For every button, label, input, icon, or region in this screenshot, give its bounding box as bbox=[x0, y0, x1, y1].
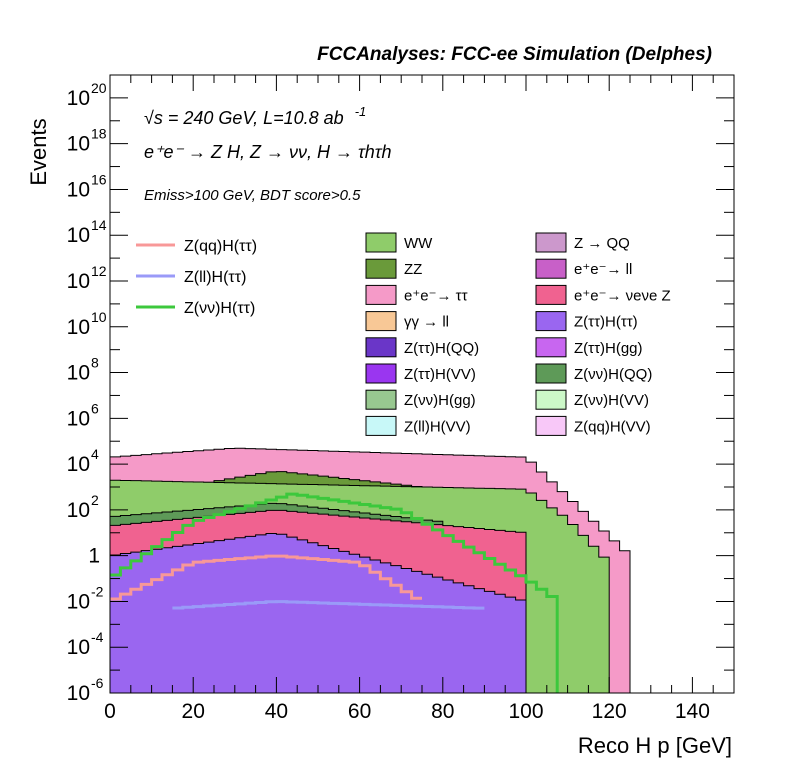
legend-fill-label: Z(ττ)H(ττ) bbox=[574, 314, 638, 331]
legend-signals: Z(qq)H(ττ) Z(ll)H(ττ) Z(νν)H(ττ) bbox=[136, 238, 257, 317]
y-tick-exponent: 18 bbox=[91, 126, 107, 142]
legend-fill-label: Z(ττ)H(VV) bbox=[404, 366, 476, 383]
y-tick-label: 10 bbox=[67, 453, 90, 476]
y-tick-exponent: 2 bbox=[91, 492, 99, 508]
y-tick-exponent: -2 bbox=[91, 583, 104, 599]
legend-fill-label: Z(ll)H(VV) bbox=[404, 418, 471, 435]
signal-z-qq-h--line bbox=[110, 554, 422, 601]
legend-fill-swatch bbox=[535, 311, 567, 332]
legend-line-label: Z(νν)H(ττ) bbox=[184, 300, 255, 317]
x-tick-label: 140 bbox=[675, 700, 710, 723]
legend-fill-swatch bbox=[535, 337, 567, 358]
y-tick-exponent: 12 bbox=[91, 263, 107, 279]
legend-fill-swatch bbox=[535, 284, 567, 305]
legend-fill-swatch bbox=[365, 284, 397, 305]
svg-text:√s = 240 GeV, L=10.8 ab: √s = 240 GeV, L=10.8 ab -1 bbox=[144, 104, 366, 128]
legend-fill-label: Z(νν)H(VV) bbox=[574, 392, 649, 409]
annotation-energy: √s = 240 GeV, L=10.8 ab bbox=[144, 108, 344, 128]
legend-fill-swatch bbox=[365, 311, 397, 332]
legend-fill-label: γγ → ll bbox=[404, 314, 449, 331]
header-title: FCCAnalyses: FCC-ee Simulation (Delphes) bbox=[317, 44, 712, 65]
y-tick-label: 10 bbox=[67, 499, 90, 522]
x-tick-label: 80 bbox=[431, 700, 454, 723]
legend-fill-swatch bbox=[535, 363, 567, 384]
x-tick-label: 20 bbox=[182, 700, 205, 723]
legend-fill-swatch bbox=[535, 415, 567, 436]
x-tick-label: 120 bbox=[592, 700, 627, 723]
y-tick-label: 10 bbox=[67, 362, 90, 385]
y-tick-exponent: 10 bbox=[91, 309, 107, 325]
y-tick-exponent: 6 bbox=[91, 400, 99, 416]
legend-fill-label: e⁺e⁻→ νeνe Z bbox=[574, 287, 671, 304]
x-axis-label: Reco H p [GeV] bbox=[578, 733, 732, 758]
x-tick-label: 60 bbox=[348, 700, 371, 723]
x-tick-label: 40 bbox=[265, 700, 288, 723]
annotation-process: e⁺e⁻ → Z H, Z → νν, H → τhτh bbox=[144, 142, 392, 162]
y-tick-exponent: 16 bbox=[91, 171, 107, 187]
legend-fill-label: e⁺e⁻→ ll bbox=[574, 261, 632, 278]
legend-fill-label: Z(νν)H(gg) bbox=[404, 392, 476, 409]
y-axis-label: Events bbox=[26, 118, 51, 185]
y-tick-exponent: 14 bbox=[91, 217, 107, 233]
legend-fill-label: e⁺e⁻→ ττ bbox=[404, 287, 468, 304]
y-tick-exponent: -4 bbox=[91, 629, 104, 645]
y-tick-exponent: -6 bbox=[91, 675, 104, 691]
legend-fill-label: Z(νν)H(QQ) bbox=[574, 366, 652, 383]
annotation-block: √s = 240 GeV, L=10.8 ab -1 e⁺e⁻ → Z H, Z… bbox=[144, 104, 392, 204]
x-tick-label: 0 bbox=[104, 700, 116, 723]
legend-fill-swatch bbox=[365, 363, 397, 384]
y-tick-label: 1 bbox=[88, 545, 100, 568]
y-tick-label: 10 bbox=[67, 270, 90, 293]
y-tick-label: 10 bbox=[67, 133, 90, 156]
legend-fill-swatch bbox=[365, 337, 397, 358]
legend-fill-swatch bbox=[535, 389, 567, 410]
legend-backgrounds: WW ZZ e⁺e⁻→ ττ γγ → ll Z(ττ)H(QQ) Z(ττ)H(VV) Z… bbox=[365, 232, 671, 436]
background-z-h--hist bbox=[110, 532, 527, 693]
legend-fill-swatch bbox=[365, 389, 397, 410]
legend-fill-label: Z → QQ bbox=[574, 235, 630, 252]
histogram-stack bbox=[110, 447, 631, 693]
legend-fill-swatch bbox=[365, 415, 397, 436]
legend-fill-label: WW bbox=[404, 235, 433, 252]
legend-fill-label: Z(ττ)H(gg) bbox=[574, 340, 643, 357]
legend-line-label: Z(ll)H(ττ) bbox=[184, 269, 246, 286]
legend-fill-swatch bbox=[535, 258, 567, 279]
signal-z-ll-h--line bbox=[172, 600, 485, 610]
signal-z-h--line bbox=[110, 492, 559, 693]
y-tick-label: 10 bbox=[67, 224, 90, 247]
y-tick-label: 10 bbox=[67, 407, 90, 430]
legend-fill-label: Z(ττ)H(QQ) bbox=[404, 340, 479, 357]
annotation-cuts: Emiss>100 GeV, BDT score>0.5 bbox=[144, 187, 361, 204]
legend-fill-label: ZZ bbox=[404, 261, 422, 278]
y-tick-label: 10 bbox=[67, 316, 90, 339]
y-tick-exponent: 20 bbox=[91, 80, 107, 96]
y-tick-label: 10 bbox=[67, 636, 90, 659]
y-tick-label: 10 bbox=[67, 87, 90, 110]
y-tick-label: 10 bbox=[67, 590, 90, 613]
legend-line-label: Z(qq)H(ττ) bbox=[184, 238, 257, 255]
legend-fill-swatch bbox=[365, 232, 397, 253]
legend-fill-label: Z(qq)H(VV) bbox=[574, 418, 651, 435]
annotation-lumi-exponent: -1 bbox=[355, 104, 367, 119]
y-tick-label: 10 bbox=[67, 178, 90, 201]
x-axis-ticks: 0 20 40 60 80 100 120 140 bbox=[104, 75, 735, 723]
legend-fill-swatch bbox=[535, 232, 567, 253]
legend-fill-swatch bbox=[365, 258, 397, 279]
y-tick-label: 10 bbox=[67, 682, 90, 705]
y-tick-exponent: 4 bbox=[91, 446, 99, 462]
x-tick-label: 100 bbox=[508, 700, 543, 723]
signal-lines bbox=[110, 492, 559, 693]
y-tick-exponent: 8 bbox=[91, 355, 99, 371]
